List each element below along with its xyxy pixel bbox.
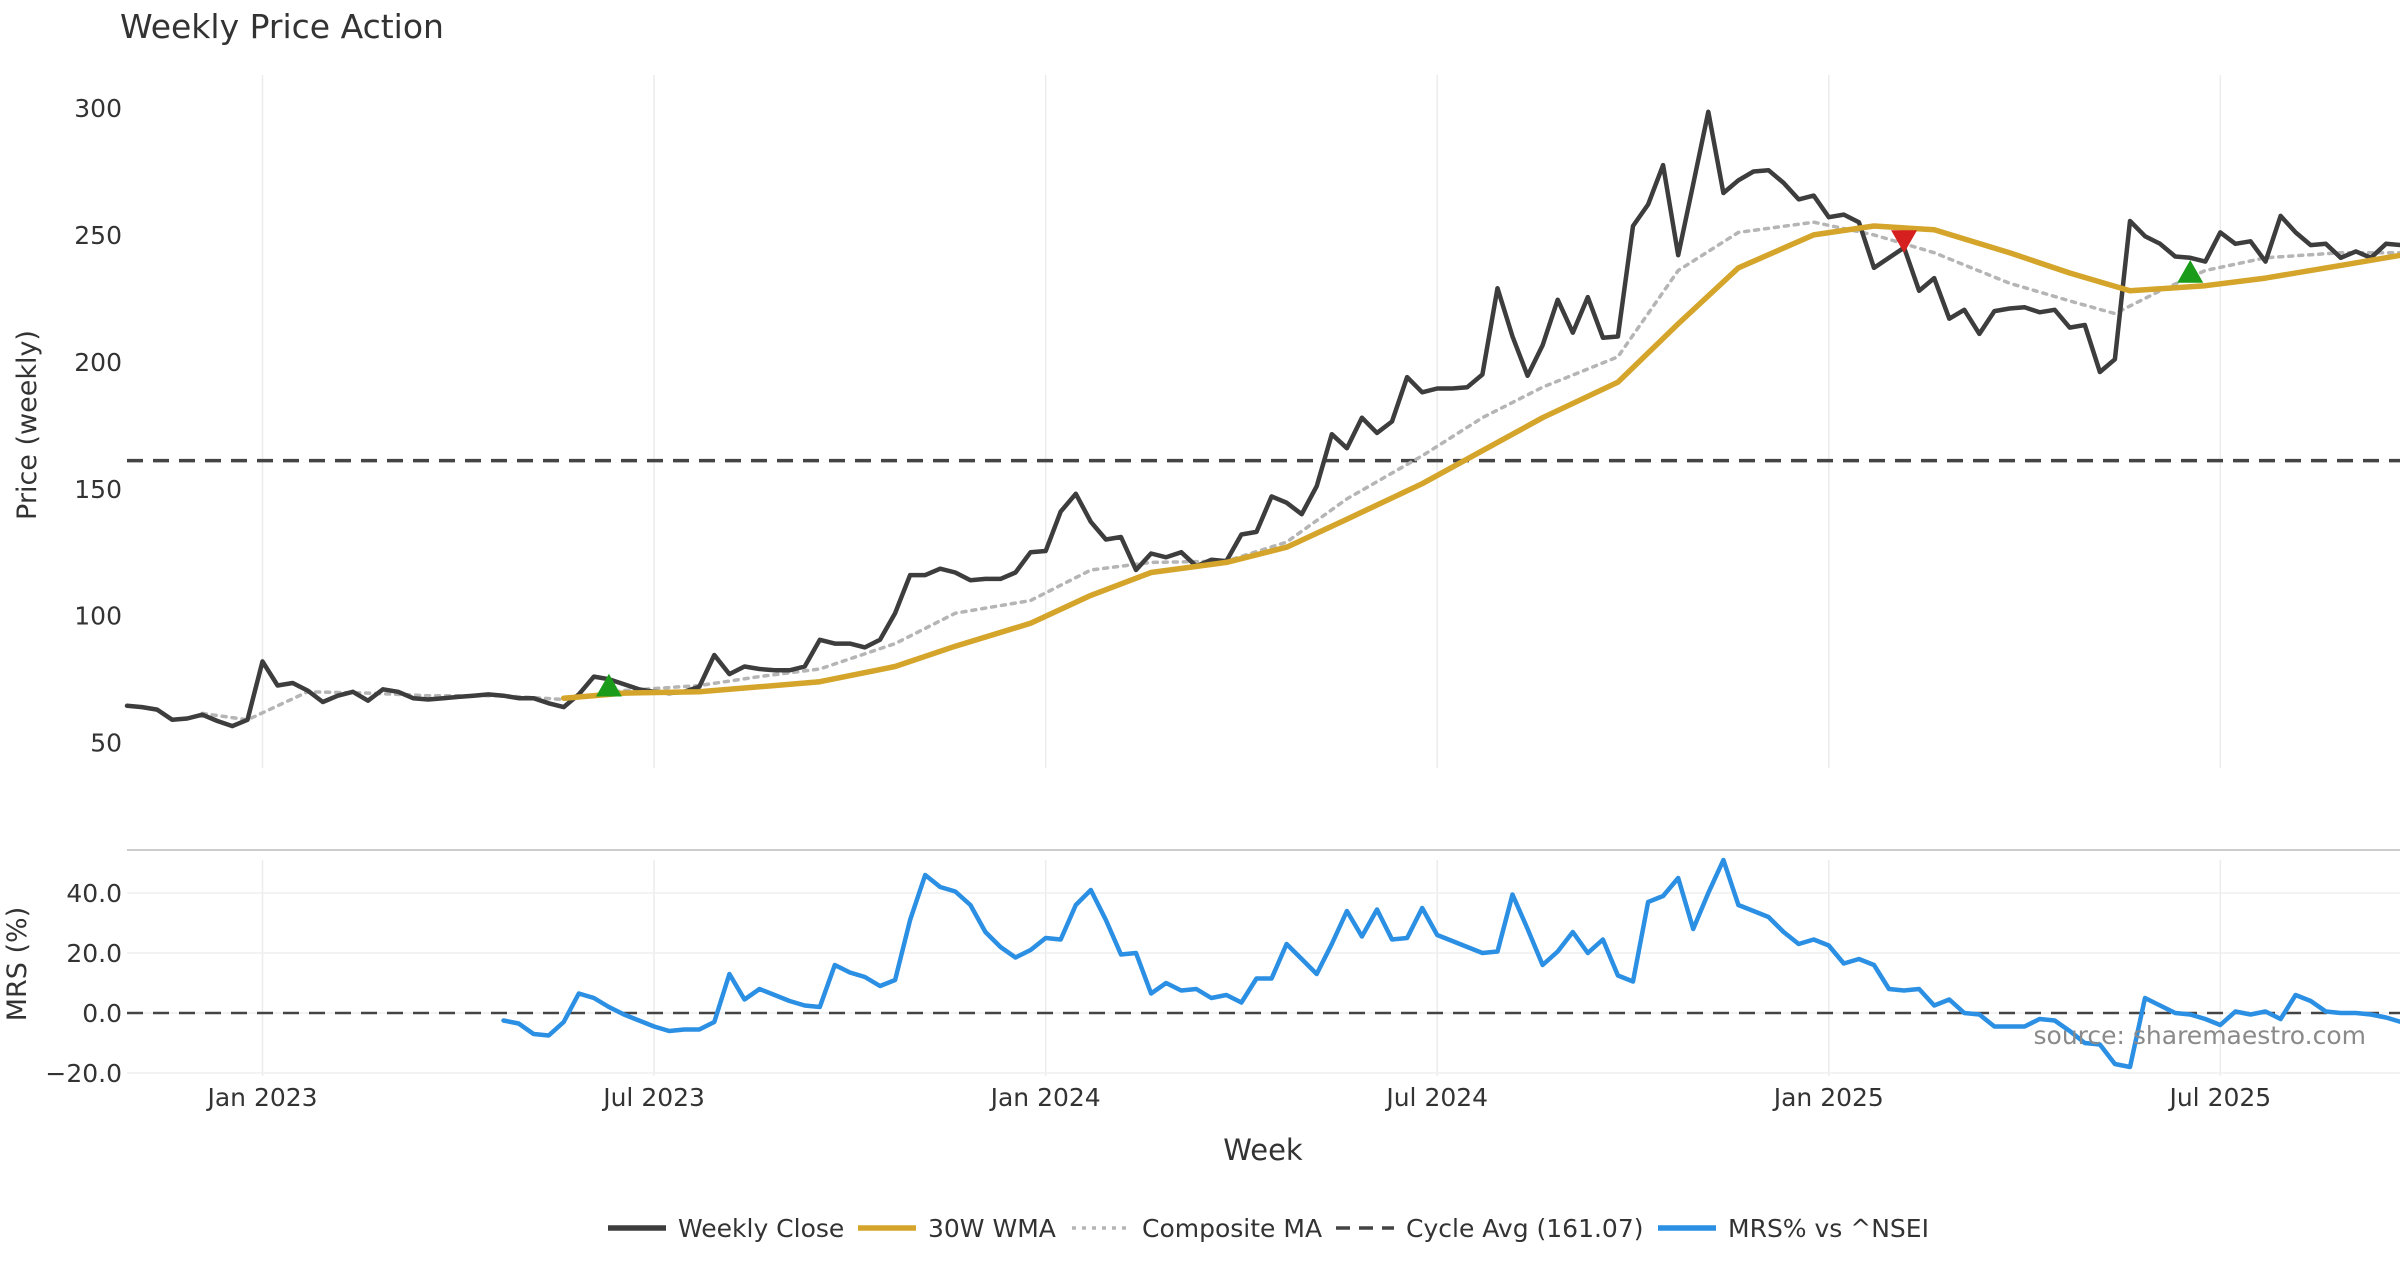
x-tick-label: Jan 2025 [1772,1083,1884,1112]
price-y-tick-label: 150 [74,475,122,504]
legend-label: MRS% vs ^NSEI [1728,1214,1929,1243]
legend-label: Cycle Avg (161.07) [1406,1214,1644,1243]
legend-label: 30W WMA [928,1214,1056,1243]
legend-label: Composite MA [1142,1214,1322,1243]
price-y-tick-label: 300 [74,94,122,123]
x-tick-label: Jan 2023 [205,1083,317,1112]
price-chart-title: Weekly Price Action [120,7,444,46]
price-y-tick-label: 250 [74,221,122,250]
source-annotation: source: sharemaestro.com [2034,1021,2367,1050]
chart-legend: Weekly Close 30W WMA Composite MA Cycle Avg… [608,1214,1929,1243]
mrs-y-tick-label: 40.0 [66,879,122,908]
x-tick-label: Jul 2025 [2167,1083,2271,1112]
x-axis-label: Week [1223,1133,1303,1167]
legend-label: Weekly Close [678,1214,844,1243]
price-y-tick-label: 100 [74,602,122,631]
mrs-y-axis-label: MRS (%) [2,907,33,1022]
price-y-tick-label: 50 [90,729,122,758]
x-tick-label: Jul 2023 [601,1083,705,1112]
mrs-y-tick-label: 0.0 [82,999,122,1028]
mrs-y-tick-label: 20.0 [66,939,122,968]
price-y-tick-label: 200 [74,348,122,377]
price-y-axis-label: Price (weekly) [12,330,43,520]
x-tick-label: Jan 2024 [989,1083,1101,1112]
mrs-y-tick-label: −20.0 [45,1059,122,1088]
x-tick-label: Jul 2024 [1384,1083,1488,1112]
